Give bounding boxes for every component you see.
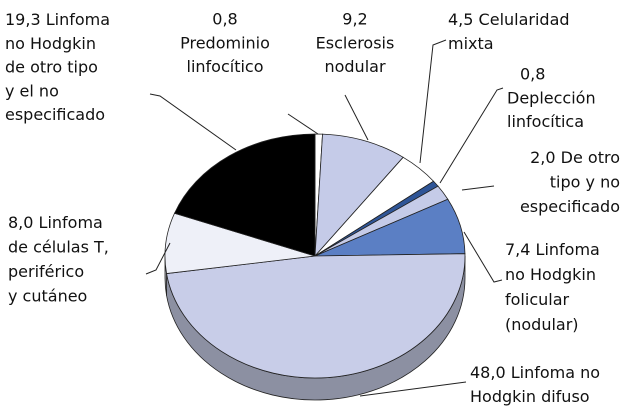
category-text: no Hodgkin bbox=[5, 33, 96, 52]
category-text: folicular bbox=[505, 290, 570, 309]
leader-line bbox=[419, 39, 447, 164]
category-text: linfocítica bbox=[507, 112, 584, 131]
category-text: periférico bbox=[8, 262, 84, 281]
leader-line bbox=[439, 87, 504, 184]
category-label: nodular bbox=[324, 57, 385, 76]
category-text: especificado bbox=[5, 105, 105, 124]
category-label: mixta bbox=[448, 34, 494, 53]
category-text: y el no bbox=[5, 81, 59, 100]
slice-label: 19,3 Linfoma no Hodgkin de otro tipo y el n… bbox=[5, 10, 110, 124]
value-label: 7,4 bbox=[505, 240, 530, 259]
category-label: 48,0 Linfoma no bbox=[470, 363, 600, 382]
value-label: 19,3 bbox=[5, 10, 41, 29]
category-text: (nodular) bbox=[505, 315, 579, 334]
slice-label: 48,0 Linfoma no Hodgkin difuso bbox=[470, 363, 600, 406]
category-text: Celularidad bbox=[479, 10, 570, 29]
category-label: tipo y no bbox=[550, 172, 620, 191]
category-label: 8,0 Linfoma bbox=[8, 213, 103, 232]
category-label: 7,4 Linfoma bbox=[505, 240, 600, 259]
slice bbox=[166, 253, 466, 379]
category-label: y cutáneo bbox=[8, 286, 87, 305]
category-label: de células T, bbox=[8, 237, 109, 256]
category-label: Hodgkin difuso bbox=[470, 387, 590, 406]
category-label: Deplección bbox=[507, 88, 596, 107]
category-label: Esclerosis bbox=[316, 33, 395, 52]
slice bbox=[314, 133, 404, 258]
leader-line bbox=[359, 381, 467, 397]
category-text: linfocítico bbox=[187, 57, 264, 76]
category-text: Hodgkin difuso bbox=[470, 387, 590, 406]
category-text: Deplección bbox=[507, 88, 596, 107]
slice-label: 4,5 Celularidad mixta bbox=[448, 10, 570, 53]
category-text: especificado bbox=[520, 197, 620, 216]
category-label: 19,3 Linfoma bbox=[5, 10, 110, 29]
category-label: de otro tipo bbox=[5, 57, 98, 76]
leader-line bbox=[287, 113, 319, 135]
category-text: Linfoma bbox=[46, 10, 110, 29]
category-label: 4,5 Celularidad bbox=[448, 10, 570, 29]
category-text: mixta bbox=[448, 34, 494, 53]
category-label: (nodular) bbox=[505, 315, 579, 334]
category-text: y cutáneo bbox=[8, 286, 87, 305]
value-label: 9,2 bbox=[342, 10, 367, 29]
category-text: De otro bbox=[561, 148, 620, 167]
category-label: Predominio bbox=[180, 33, 270, 52]
leaders bbox=[145, 39, 504, 397]
category-text: Predominio bbox=[180, 33, 270, 52]
category-label: 2,0 De otro bbox=[530, 148, 620, 167]
category-label: no Hodgkin bbox=[505, 265, 596, 284]
category-text: de células T, bbox=[8, 237, 109, 256]
value-label: 2,0 bbox=[530, 148, 555, 167]
category-label: especificado bbox=[5, 105, 105, 124]
value-label: 4,5 bbox=[448, 10, 473, 29]
leader-line bbox=[145, 242, 171, 275]
category-text: Linfoma no bbox=[511, 363, 600, 382]
leader-line bbox=[149, 93, 237, 151]
category-text: Linfoma bbox=[536, 240, 600, 259]
value-label: 8,0 bbox=[8, 213, 33, 232]
category-text: nodular bbox=[324, 57, 385, 76]
category-label: y el no bbox=[5, 81, 59, 100]
category-label: linfocítico bbox=[187, 57, 264, 76]
category-label: especificado bbox=[520, 197, 620, 216]
leader-line bbox=[344, 94, 369, 141]
slice-label: 9,2 Esclerosis nodular bbox=[316, 10, 395, 76]
value-label: 48,0 bbox=[470, 363, 506, 382]
category-text: no Hodgkin bbox=[505, 265, 596, 284]
pie bbox=[164, 133, 466, 401]
slice-label: 7,4 Linfoma no Hodgkin folicular (nodular) bbox=[505, 240, 600, 334]
category-text: Linfoma bbox=[39, 213, 103, 232]
value-label: 0,8 bbox=[212, 10, 237, 29]
category-text: de otro tipo bbox=[5, 57, 98, 76]
category-label: periférico bbox=[8, 262, 84, 281]
leader-line bbox=[463, 231, 503, 283]
category-label: folicular bbox=[505, 290, 570, 309]
slice bbox=[173, 133, 316, 257]
slice-label: 2,0 De otro tipo y no especificado bbox=[520, 148, 620, 216]
leader-line bbox=[461, 185, 495, 191]
value-label: 0,8 bbox=[520, 65, 545, 84]
category-text: Esclerosis bbox=[316, 33, 395, 52]
slice-label: 0,8 Predominio linfocítico bbox=[180, 10, 270, 76]
category-label: linfocítica bbox=[507, 112, 584, 131]
category-text: tipo y no bbox=[550, 172, 620, 191]
slice-label: 0,8 Deplección linfocítica bbox=[507, 65, 596, 131]
category-label: no Hodgkin bbox=[5, 33, 96, 52]
slice-label: 8,0 Linfoma de células T, periférico y cutá… bbox=[8, 213, 109, 306]
